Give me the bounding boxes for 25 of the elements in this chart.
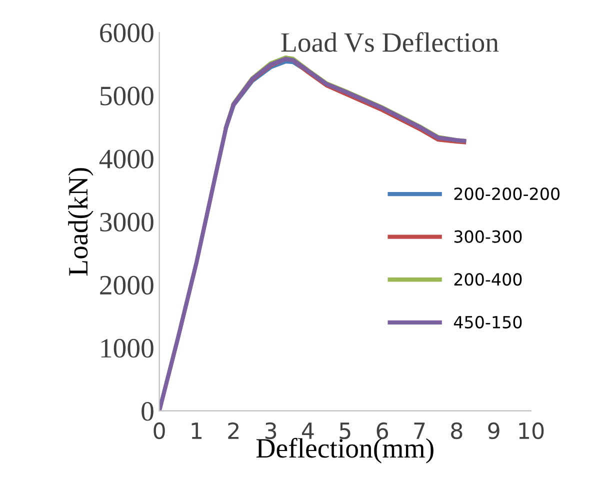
legend-label: 200-200-200	[454, 187, 560, 200]
y-tick-label: 0	[142, 402, 154, 421]
y-tick-label: 2000	[100, 276, 154, 295]
legend-label: 200-400	[454, 273, 522, 286]
x-tick-label: 7	[414, 422, 425, 439]
x-tick-label: 8	[451, 422, 462, 440]
x-axis-title: Deflection(mm)	[256, 438, 434, 464]
x-tick-label: 10	[519, 422, 544, 440]
y-tick-label: 6000	[100, 24, 154, 42]
x-tick-label: 5	[340, 422, 350, 440]
x-tick-label: 2	[228, 422, 238, 439]
y-tick-label: 1000	[101, 338, 154, 358]
x-tick-label: 6	[376, 422, 388, 440]
chart-title: Load Vs Deflection	[281, 32, 499, 52]
x-tick-label: 3	[265, 422, 276, 440]
x-tick-label: 0	[154, 422, 165, 440]
x-tick-label: 1	[192, 422, 202, 439]
x-tick-label: 9	[488, 422, 500, 440]
y-tick-label: 4000	[99, 150, 154, 168]
legend-label: 450-150	[454, 316, 522, 328]
x-tick-label: 4	[302, 422, 314, 439]
y-axis-title: Load(kN)	[68, 168, 94, 276]
y-tick-label: 5000	[100, 86, 154, 106]
legend-label: 300-300	[454, 230, 522, 243]
y-tick-label: 3000	[100, 212, 154, 232]
